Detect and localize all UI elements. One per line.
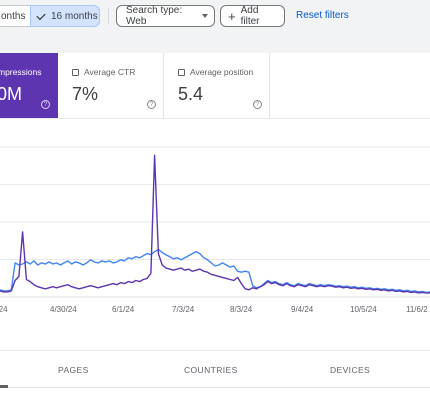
- x-tick-label: 11/6/2: [406, 305, 428, 314]
- reset-filters-link[interactable]: Reset filters: [296, 10, 349, 21]
- dimension-tabs: PAGES COUNTRIES DEVICES: [0, 350, 430, 400]
- range-option-label: onths: [1, 10, 26, 22]
- x-tick-label: 10/5/24: [350, 305, 377, 314]
- filter-bar: onths 16 months Search type: Web + Add f…: [0, 0, 430, 33]
- check-icon: [36, 10, 46, 20]
- add-filter-label: Add filter: [240, 5, 260, 27]
- plus-icon: +: [228, 8, 236, 24]
- divider: [108, 8, 109, 24]
- x-tick-label: 8/3/24: [230, 305, 253, 314]
- search-type-label: Search type: Web: [126, 5, 183, 27]
- help-icon[interactable]: ?: [41, 100, 50, 109]
- add-filter-button[interactable]: + Add filter: [220, 5, 285, 27]
- impressions-card[interactable]: mpressions 0M ?: [0, 53, 58, 118]
- tab-divider: [0, 387, 430, 388]
- average-position-card[interactable]: Average position 5.4 ?: [164, 53, 270, 118]
- average-ctr-card[interactable]: Average CTR 7% ?: [58, 53, 164, 118]
- checkbox-icon[interactable]: [178, 68, 185, 76]
- checkbox-icon[interactable]: [72, 68, 79, 76]
- tab-countries[interactable]: COUNTRIES: [184, 365, 238, 375]
- metric-cards: mpressions 0M ? Average CTR 7% ? Average…: [0, 53, 430, 118]
- search-type-dropdown[interactable]: Search type: Web: [116, 5, 215, 27]
- help-icon[interactable]: ?: [253, 100, 262, 109]
- performance-chart-panel: 0/24 4/30/24 6/1/24 7/3/24 8/3/24 9/4/24 10/5/…: [0, 118, 430, 350]
- x-tick-label: 4/30/24: [50, 305, 77, 314]
- average-position-label-text: Average position: [190, 67, 254, 77]
- range-option-partial[interactable]: onths: [0, 5, 31, 27]
- impressions-value: 0M: [0, 84, 23, 104]
- average-position-label: Average position: [178, 67, 253, 77]
- range-option-label: 16 months: [51, 10, 98, 22]
- help-icon[interactable]: ?: [147, 100, 156, 109]
- series-line-blue: [0, 248, 430, 294]
- x-tick-label: 7/3/24: [172, 305, 195, 314]
- average-position-value: 5.4: [178, 84, 204, 104]
- average-ctr-label-text: Average CTR: [84, 67, 136, 77]
- average-ctr-label: Average CTR: [72, 67, 135, 77]
- x-tick-label: 9/4/24: [291, 305, 314, 314]
- tab-indicator: [0, 385, 8, 388]
- dropdown-caret-icon: [202, 14, 208, 18]
- average-ctr-value: 7%: [72, 84, 99, 104]
- tab-pages[interactable]: PAGES: [58, 365, 89, 375]
- x-tick-label: 6/1/24: [112, 305, 135, 314]
- performance-chart: 0/24 4/30/24 6/1/24 7/3/24 8/3/24 9/4/24 10/5/…: [0, 146, 430, 314]
- x-tick-label: 0/24: [0, 305, 8, 314]
- impressions-label: mpressions: [0, 67, 42, 77]
- tab-devices[interactable]: DEVICES: [330, 365, 371, 375]
- range-option-16-months[interactable]: 16 months: [30, 5, 100, 27]
- series-line-purple: [0, 154, 430, 294]
